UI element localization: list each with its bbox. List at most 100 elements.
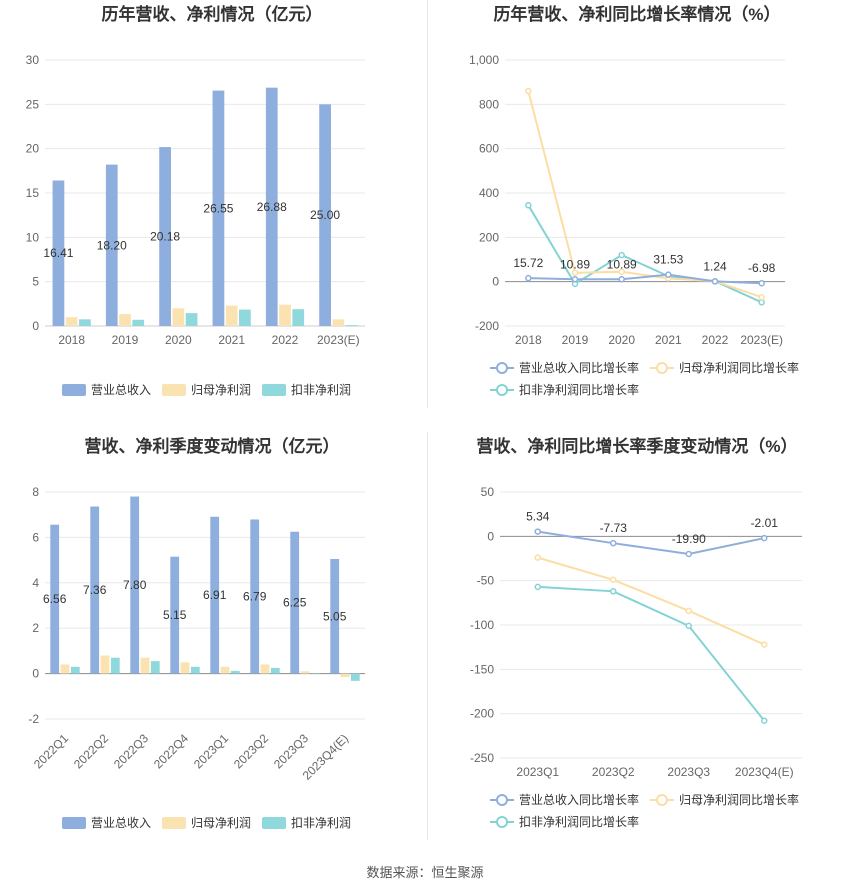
legend-swatch-revenue [62,384,86,396]
series-point-netprofit_line [534,554,541,561]
x-tick-label: 2018 [515,333,542,347]
y-tick-label: 600 [479,142,499,156]
y-tick-label: 200 [479,230,499,244]
y-tick-label: -150 [470,662,494,676]
legend-label: 营业总收入同比增长率 [519,360,639,375]
legend-label: 归母净利润 [191,383,251,397]
y-tick-label: 8 [32,485,39,499]
annual-revenue-profit-chart: 历年营收、净利情况（亿元） 0 5 10 15 20 25 30 2018 2019 2020 202… [0,0,425,430]
legend-label: 扣非净利润 [291,816,351,830]
x-tick-label: 2020 [165,333,192,347]
series-line-deducted_line [527,204,763,304]
x-tick-label: 2023Q2 [231,731,271,771]
legend-marker-deducted_line [496,384,508,396]
x-tick-label: 2021 [655,333,682,347]
bar-netprofit [172,308,185,326]
legend-label: 归母净利润同比增长率 [679,360,799,375]
y-tick-label: -2 [28,712,39,726]
series-point-revenue_line [685,550,692,558]
chart-title: 营收、净利同比增长率季度变动情况（%） [476,436,797,456]
series-point-netprofit_line [525,87,532,95]
legend-swatch-deducted [262,384,286,396]
x-tick-label: 2018 [58,333,85,347]
series-point-revenue_line [758,279,765,287]
y-tick-label: 5 [32,275,39,289]
x-tick-label: 2023Q3 [667,765,710,779]
bar-revenue [50,524,60,674]
bar-revenue [105,164,118,326]
line-data-label: -7.73 [600,521,628,535]
series-point-deducted_line [758,299,765,306]
legend-label: 营业总收入 [91,383,151,397]
bar-revenue [159,147,171,326]
bar-deducted [310,673,320,674]
x-tick-label: 2022 [272,333,299,347]
bar-revenue [250,519,260,674]
bar-revenue [265,87,278,326]
y-tick-label: 30 [26,53,40,67]
y-tick-label: 15 [26,186,40,200]
bar-revenue [290,531,300,674]
series-point-deducted_line [685,622,692,630]
quarterly-growth-rate-chart: 营收、净利同比增长率季度变动情况（%） -250 -200 -150 -100 -50 0 5… [425,430,850,860]
x-tick-label: 2021 [218,333,245,347]
y-tick-label: 20 [26,142,40,156]
series-point-deducted_line [618,251,625,259]
y-tick-label: 1,000 [469,53,499,67]
series-point-netprofit_line [618,268,625,275]
x-tick-label: 2022Q3 [111,731,151,771]
x-tick-label: 2022Q2 [71,731,111,771]
bar-netprofit [65,317,78,326]
y-tick-label: -250 [470,751,494,765]
bar-netprofit [279,304,291,326]
bar-data-label: 6.79 [243,590,267,604]
annual-growth-rate-chart: 历年营收、净利同比增长率情况（%） -200 0 200 400 600 800 1,000 2… [425,0,850,430]
series-point-netprofit_line [761,641,768,648]
legend-marker-revenue_line [496,794,508,806]
bar-data-label: 7.80 [123,578,147,592]
series-point-netprofit_line [610,576,617,584]
bar-revenue [170,556,180,674]
series-point-netprofit_line [571,269,579,277]
bar-deducted [110,657,120,674]
bar-deducted [270,667,280,674]
bar-data-label: 18.20 [97,238,127,252]
bar-netprofit [332,319,345,326]
legend-label: 营业总收入同比增长率 [519,792,639,807]
bar-revenue [210,516,220,674]
y-tick-label: -200 [475,319,499,333]
bar-data-label: 25.00 [310,208,340,222]
x-tick-label: 2023Q2 [592,765,635,779]
series-point-deducted_line [610,588,617,595]
y-tick-label: 10 [26,230,40,244]
legend-label: 扣非净利润同比增长率 [519,382,639,397]
bar-netprofit [260,664,270,674]
bar-data-label: 26.88 [257,200,287,214]
legend-marker-deducted_line [496,816,508,828]
bar-deducted [230,670,240,674]
legend-swatch-netprofit [162,817,186,829]
bar-revenue [212,90,225,326]
series-point-revenue_line [618,276,625,283]
y-tick-label: 0 [32,319,39,333]
y-tick-label: 2 [32,621,39,635]
bar-data-label: 5.15 [163,608,187,622]
legend-label: 归母净利润 [191,816,251,830]
bar-deducted [150,661,160,674]
x-tick-label: 2023(E) [317,333,360,347]
bar-netprofit [220,666,230,674]
x-tick-label: 2023(E) [740,333,783,347]
series-line-revenue_line [528,273,762,285]
bar-netprofit [119,314,131,326]
series-point-deducted_line [761,717,768,725]
chart-title: 历年营收、净利同比增长率情况（%） [493,4,780,24]
series-point-netprofit_line [685,607,692,615]
bar-data-label: 6.91 [203,588,227,602]
bar-data-label: 5.05 [323,609,347,623]
series-point-revenue_line [610,539,617,547]
bar-deducted [292,309,305,326]
y-tick-label: 0 [492,275,499,289]
y-tick-label: -200 [470,707,494,721]
bar-revenue [319,104,331,326]
series-line-netprofit_line [527,90,762,299]
